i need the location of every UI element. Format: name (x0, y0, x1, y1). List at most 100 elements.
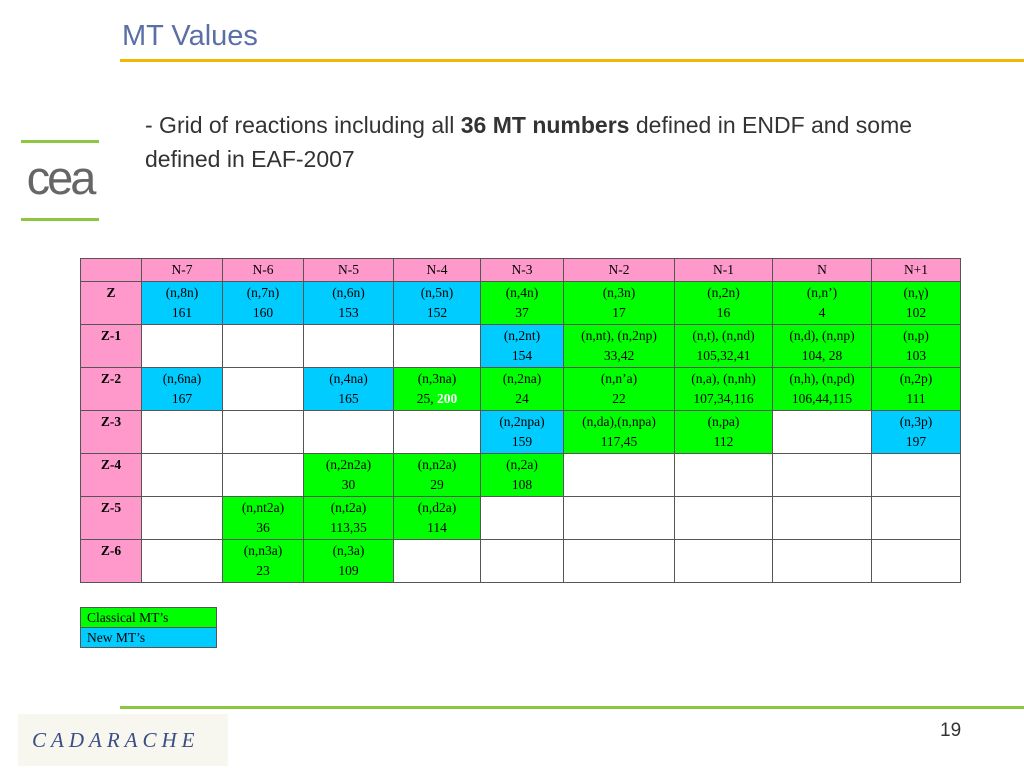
reaction-label: (n,2n) (707, 285, 740, 300)
mt-number: 112 (675, 432, 772, 452)
mt-number: 197 (872, 432, 960, 452)
reaction-cell: (n,n2a) 29 (393, 453, 481, 497)
reaction-cell (141, 324, 223, 368)
reaction-cell: (n,6na) 167 (141, 367, 223, 411)
mt-value: 114 (427, 520, 447, 535)
reaction-cell: (n,4na) 165 (303, 367, 394, 411)
table-row: Z-2 (n,6na) 167 (n,4na) 165 (n,3na) 25, 200 (n,… (80, 367, 961, 411)
column-header: N-4 (393, 258, 481, 282)
reaction-cell: (n,n3a) 23 (222, 539, 304, 583)
mt-number: 23 (223, 561, 303, 581)
mt-value: 111 (906, 391, 926, 406)
reaction-label: (n,3n) (602, 285, 636, 300)
row-header: Z (80, 281, 142, 325)
mt-value: 37 (515, 305, 529, 320)
reaction-label: (n,4na) (329, 371, 368, 386)
cadarache-logo: CADARACHE (18, 714, 228, 766)
reaction-cell: (n,p) 103 (871, 324, 961, 368)
reaction-label: (n,n2a) (417, 457, 457, 472)
reaction-cell: (n,2nt) 154 (480, 324, 564, 368)
reaction-cell: (n,6n) 153 (303, 281, 394, 325)
reaction-cell: (n,2na) 24 (480, 367, 564, 411)
mt-value: 24 (515, 391, 529, 406)
reaction-label: (n,5n) (420, 285, 454, 300)
column-header: N-3 (480, 258, 564, 282)
mt-value: 17 (612, 305, 626, 320)
column-header: N-7 (141, 258, 223, 282)
mt-value: 16 (716, 305, 731, 320)
mt-value: 108 (511, 477, 533, 492)
reaction-cell: (n,3n) 17 (563, 281, 675, 325)
mt-value: 29 (430, 477, 444, 492)
mt-number: 104, 28 (773, 346, 871, 366)
mt-number: 117,45 (564, 432, 674, 452)
reaction-cell (222, 367, 304, 411)
mt-value: 102 (905, 305, 927, 320)
mt-number: 106,44,115 (773, 389, 871, 409)
reaction-label: (n,4n) (505, 285, 539, 300)
logo-top-bar (21, 140, 99, 143)
reaction-label: (n,d), (n,np) (789, 328, 855, 343)
reaction-label: (n,8n) (165, 285, 199, 300)
reaction-label: (n,t), (n,nd) (692, 328, 755, 343)
reaction-cell: (n,n’) 4 (772, 281, 872, 325)
row-header: Z-3 (80, 410, 142, 454)
legend-new: New MT’s (80, 627, 217, 648)
mt-value: 167 (171, 391, 193, 406)
reaction-cell (303, 324, 394, 368)
column-header: N-5 (303, 258, 394, 282)
subtitle-part-1: - Grid of reactions including all (145, 112, 461, 138)
reaction-cell (393, 539, 481, 583)
reaction-label: (n,n3a) (243, 543, 283, 558)
reaction-cell: (n,3na) 25, 200 (393, 367, 481, 411)
reaction-cell: (n,2npa) 159 (480, 410, 564, 454)
row-header: Z-1 (80, 324, 142, 368)
reaction-cell: (n,t), (n,nd) 105,32,41 (674, 324, 773, 368)
reaction-cell (772, 496, 872, 540)
column-header: N-1 (674, 258, 773, 282)
reaction-cell: (n,7n) 160 (222, 281, 304, 325)
mt-value: 23 (256, 563, 270, 578)
reaction-cell: (n,γ) 102 (871, 281, 961, 325)
reaction-cell (871, 453, 961, 497)
legend-classical: Classical MT’s (80, 607, 217, 628)
reaction-label: (n,nt2a) (241, 500, 285, 515)
table-row: Z-3 (n,2npa) 159 (n,da),(n,npa) 117,45 (n,pa)… (80, 410, 961, 454)
reaction-cell: (n,h), (n,pd) 106,44,115 (772, 367, 872, 411)
table-row: Z (n,8n) 161 (n,7n) 160 (n,6n) 153 (n,5n) 152 (n,… (80, 281, 961, 325)
mt-number: 165 (304, 389, 393, 409)
reaction-label: (n,7n) (246, 285, 280, 300)
table-row: Z-5 (n,nt2a) 36 (n,t2a) 113,35 (n,d2a) 114 (80, 496, 961, 540)
mt-value: 22 (612, 391, 626, 406)
subtitle-part-3: defined in ENDF and some defined in EAF-… (145, 112, 913, 172)
reaction-cell: (n,nt2a) 36 (222, 496, 304, 540)
column-header: N-6 (222, 258, 304, 282)
reaction-label: (n,γ) (903, 285, 929, 300)
mt-value: 30 (341, 477, 356, 492)
reaction-label: (n,n’) (806, 285, 838, 300)
page-number: 19 (940, 720, 962, 741)
reaction-cell (480, 539, 564, 583)
reaction-cell: (n,n’a) 22 (563, 367, 675, 411)
reaction-cell (772, 453, 872, 497)
legend-table: Classical MT’s New MT’s (80, 607, 217, 648)
reaction-cell: (n,da),(n,npa) 117,45 (563, 410, 675, 454)
reaction-label: (n,6n) (332, 285, 365, 300)
mt-value: 36 (256, 520, 270, 535)
mt-number: 22 (564, 389, 674, 409)
mt-value: 159 (511, 434, 533, 449)
reaction-cell: (n,3a) 109 (303, 539, 394, 583)
slide-subtitle: - Grid of reactions including all 36 MT … (145, 108, 985, 176)
mt-value: 152 (426, 305, 448, 320)
mt-value: 112 (713, 434, 734, 449)
mt-number: 160 (223, 303, 303, 323)
mt-value: 154 (511, 348, 533, 363)
mt-number: 159 (481, 432, 563, 452)
reaction-cell: (n,t2a) 113,35 (303, 496, 394, 540)
mt-number: 33,42 (564, 346, 674, 366)
mt-value: 104, 28 (801, 348, 843, 363)
reaction-label: (n,p) (903, 328, 929, 343)
reaction-cell (222, 453, 304, 497)
mt-value: 161 (171, 305, 193, 320)
mt-number: 29 (394, 475, 480, 495)
